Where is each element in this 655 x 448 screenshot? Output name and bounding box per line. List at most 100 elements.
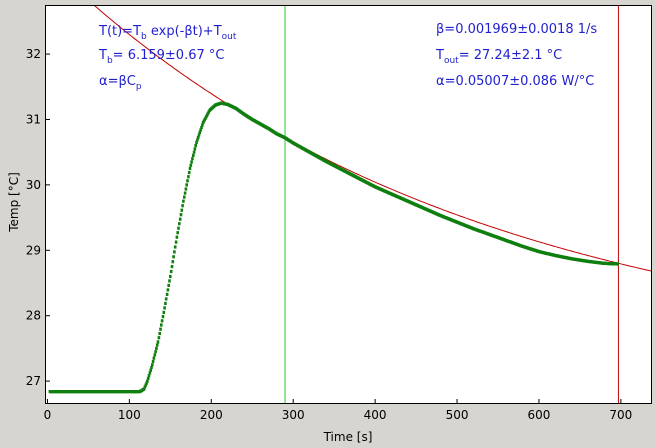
fit-annotations: T(t)=Tb exp(-βt)+Tout Tb= 6.159±0.67 °C … [98, 22, 597, 92]
data-point [184, 187, 188, 191]
data-point [190, 160, 193, 164]
data-point [616, 262, 619, 266]
data-point [207, 110, 211, 114]
data-point [143, 385, 147, 389]
x-tick-label: 200 [200, 408, 223, 422]
data-point [196, 135, 200, 140]
data-point [162, 310, 166, 314]
x-tick-label: 600 [528, 408, 551, 422]
plot-background [45, 5, 652, 404]
tb-annotation: Tb= 6.159±0.67 °C [98, 48, 224, 66]
data-point [192, 150, 196, 154]
data-point [156, 340, 160, 344]
x-axis-label: Time [s] [323, 430, 373, 444]
fit-curve [92, 5, 652, 272]
y-tick-label: 32 [26, 47, 41, 61]
data-point [199, 128, 202, 132]
data-point [183, 195, 186, 199]
data-point [150, 365, 153, 370]
data-point [196, 138, 199, 142]
data-point [155, 346, 158, 350]
data-point [177, 226, 180, 230]
data-point [152, 356, 156, 360]
data-point [181, 204, 184, 208]
data-point [147, 374, 151, 378]
data-point [151, 363, 154, 367]
x-tick-label: 300 [282, 408, 305, 422]
data-point [142, 387, 146, 391]
data-point [187, 175, 190, 179]
data-point [158, 331, 161, 336]
y-tick-label: 29 [26, 243, 41, 257]
data-point [186, 179, 189, 183]
data-point [178, 222, 181, 226]
data-point [179, 213, 183, 217]
measured-series [48, 101, 619, 394]
data-point [163, 306, 166, 310]
data-point [180, 208, 184, 212]
data-point [169, 269, 173, 274]
data-point [146, 379, 149, 383]
x-tick-label: 700 [609, 408, 632, 422]
data-point [201, 123, 204, 127]
data-point [193, 147, 197, 151]
data-point [145, 381, 148, 385]
data-point [191, 157, 194, 161]
data-point [165, 292, 169, 296]
data-point [172, 255, 175, 259]
data-point [164, 301, 167, 305]
data-point [157, 336, 161, 340]
beta-annotation: β=0.001969±0.0018 1/s [436, 22, 597, 37]
data-point [178, 217, 182, 221]
data-point [167, 283, 170, 287]
tout-annotation: Tout= 27.24±2.1 °C [435, 48, 562, 66]
data-point [194, 144, 197, 148]
data-point [144, 383, 148, 387]
data-point [166, 288, 170, 292]
y-tick-label: 27 [26, 374, 41, 388]
plot-frame [45, 5, 652, 404]
data-point [146, 376, 150, 380]
data-point [160, 319, 164, 323]
x-tick-label: 0 [44, 408, 52, 422]
alpha-definition-annotation: α=βCp [99, 74, 142, 92]
data-point [182, 199, 185, 203]
data-point [159, 327, 162, 331]
data-point [168, 279, 171, 283]
data-point [192, 153, 195, 157]
data-point [173, 250, 176, 254]
data-point [195, 140, 198, 144]
axis-ticks: 0 100 200 300 400 500 600 700 27 28 29 30 31 32 [26, 47, 633, 422]
data-point [200, 126, 203, 130]
data-point [149, 368, 152, 372]
y-tick-label: 30 [26, 178, 41, 192]
x-tick-label: 100 [118, 408, 141, 422]
data-point [187, 171, 191, 175]
x-tick-label: 500 [446, 408, 469, 422]
y-tick-label: 28 [26, 309, 41, 323]
data-point [183, 191, 187, 195]
data-point [160, 323, 163, 327]
data-point [173, 245, 177, 249]
data-point [189, 163, 193, 167]
data-point [164, 297, 168, 301]
data-point [151, 359, 155, 364]
data-point [154, 350, 157, 354]
data-point [176, 231, 179, 235]
y-axis-label: Temp [°C] [7, 172, 21, 233]
data-point [197, 133, 201, 137]
data-point [188, 166, 192, 171]
data-point [175, 235, 179, 239]
data-point [198, 130, 202, 135]
formula-annotation: T(t)=Tb exp(-βt)+Tout [98, 24, 237, 42]
data-point [170, 265, 174, 269]
alpha-value-annotation: α=0.05007±0.086 W/°C [436, 74, 594, 89]
data-point [155, 343, 159, 347]
y-tick-label: 31 [26, 112, 41, 126]
plot-content [48, 5, 652, 404]
data-point [153, 353, 157, 357]
data-point [169, 274, 172, 279]
data-point [161, 315, 165, 319]
data-point [148, 371, 152, 375]
data-point [185, 183, 188, 187]
